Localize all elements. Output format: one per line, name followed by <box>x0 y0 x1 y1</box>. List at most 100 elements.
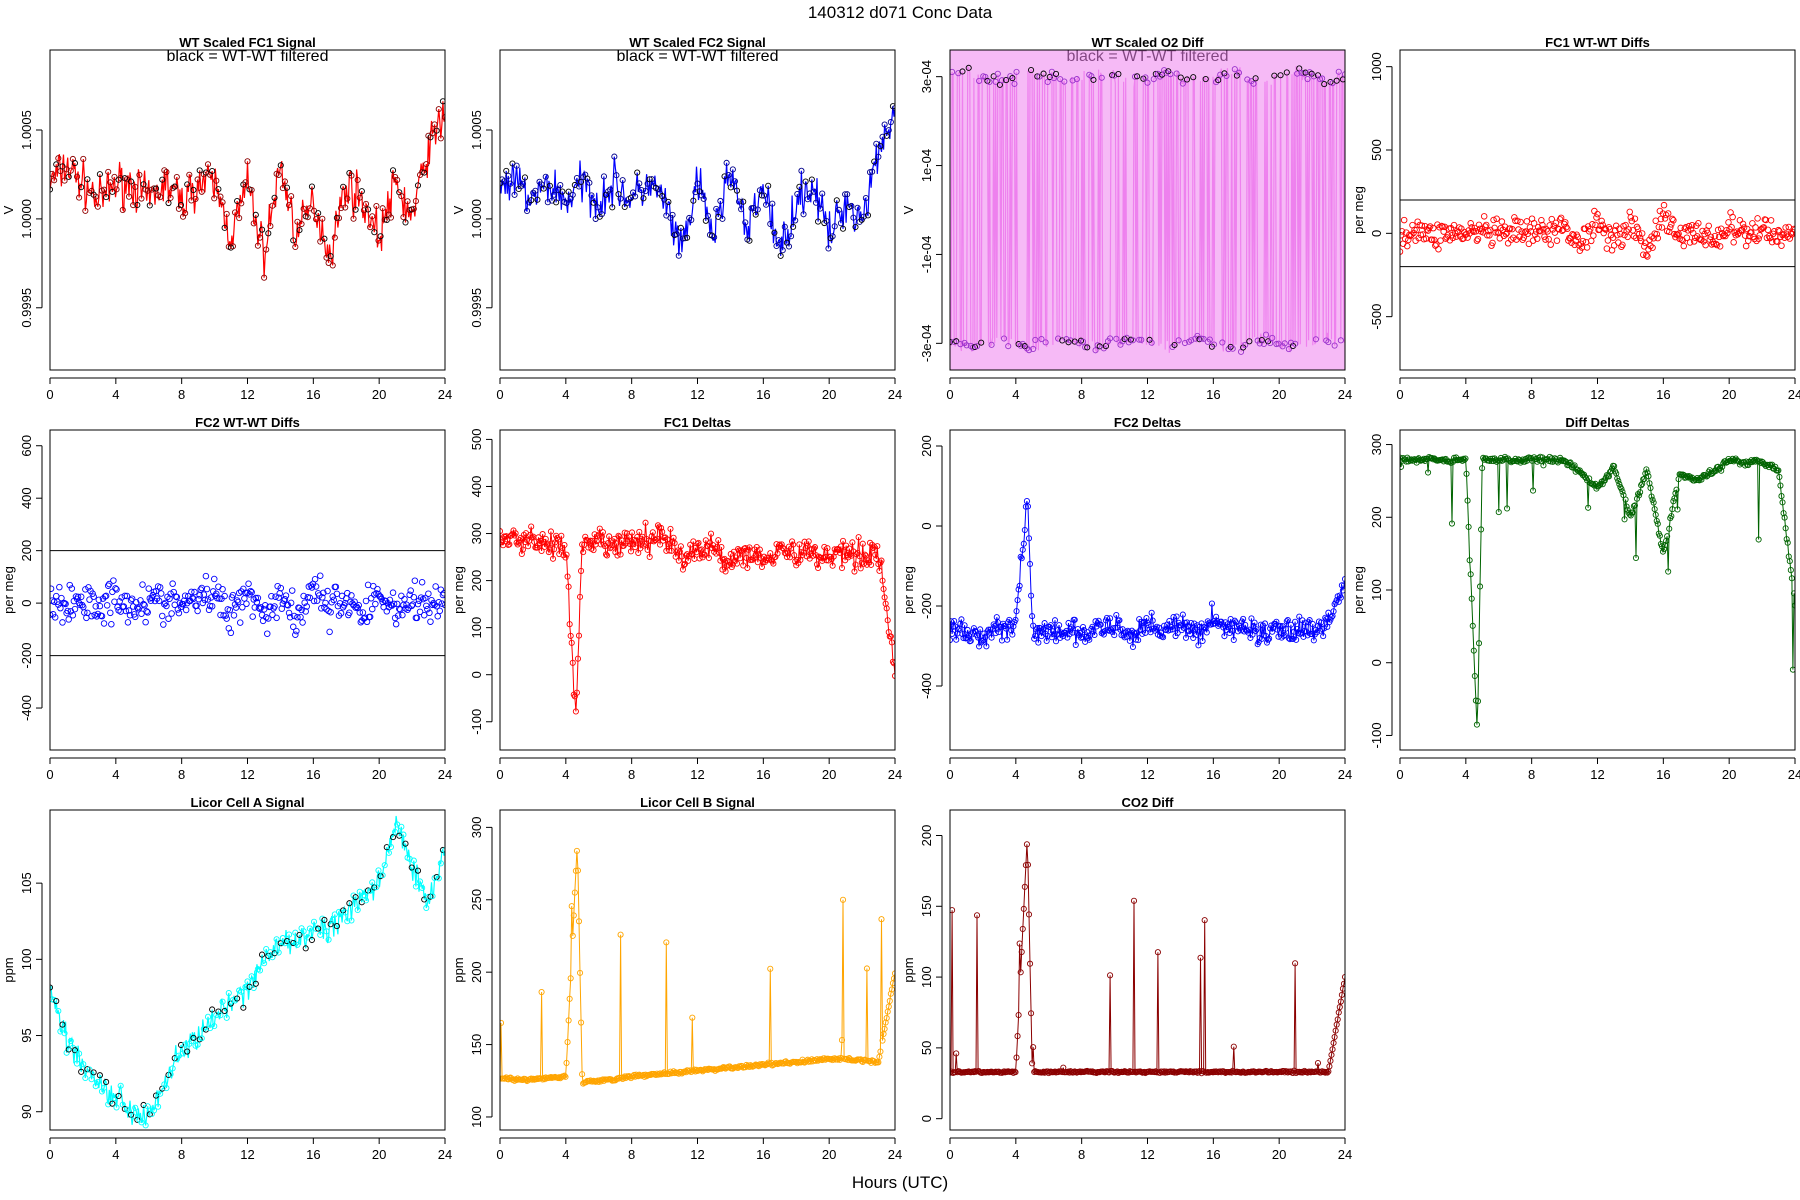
data-point <box>1145 622 1152 629</box>
data-point <box>1786 558 1793 565</box>
data-point <box>254 242 261 249</box>
data-point <box>1135 637 1142 644</box>
data-point <box>408 864 415 871</box>
data-point <box>1190 634 1197 642</box>
data-point <box>369 879 376 886</box>
y-tick-label: 100 <box>469 1106 484 1128</box>
data-point <box>204 1013 212 1020</box>
data-point <box>352 894 359 901</box>
data-point <box>964 626 971 634</box>
data-point <box>1521 229 1528 236</box>
data-point <box>1702 241 1709 249</box>
data-point <box>1059 337 1066 344</box>
data-point <box>399 611 406 619</box>
data-point <box>155 597 163 605</box>
data-point <box>1242 341 1249 348</box>
data-point <box>203 585 211 593</box>
data-point <box>558 532 565 539</box>
data-point <box>368 605 376 613</box>
data-point <box>518 550 525 558</box>
plot-frame <box>499 49 896 371</box>
data-point <box>1419 231 1427 238</box>
x-tick-label: 0 <box>946 767 953 782</box>
data-point <box>1174 629 1181 637</box>
data-point <box>662 1070 669 1077</box>
data-point <box>367 595 375 602</box>
data-point <box>506 541 513 548</box>
data-point <box>1413 226 1420 234</box>
data-point <box>1719 463 1726 470</box>
data-point <box>159 176 166 183</box>
data-point <box>1025 911 1033 918</box>
data-point <box>213 177 220 184</box>
data-point <box>1569 230 1576 238</box>
data-point <box>1662 542 1669 549</box>
data-point <box>1622 496 1629 503</box>
data-point <box>1495 509 1502 516</box>
data-point <box>1306 617 1313 624</box>
data-point <box>1509 225 1516 233</box>
data-point <box>875 153 882 160</box>
y-tick-label: -1e-04 <box>919 236 934 274</box>
data-point <box>849 539 856 546</box>
panel-title: FC1 WT-WT Diffs <box>1545 35 1650 50</box>
data-point <box>1232 619 1239 626</box>
data-point <box>130 1113 137 1120</box>
data-point <box>1281 340 1288 347</box>
data-point <box>1107 972 1114 979</box>
data-point <box>1467 220 1474 227</box>
series-diff-deltas <box>1400 453 1795 728</box>
data-point <box>505 172 512 179</box>
data-point <box>329 262 336 269</box>
data-point <box>1736 217 1744 224</box>
data-point <box>1013 1054 1020 1061</box>
data-point <box>1450 221 1458 229</box>
data-point <box>868 561 875 568</box>
data-point <box>1400 228 1406 235</box>
panel-title: WT Scaled FC2 Signal <box>629 35 766 50</box>
data-point <box>1025 535 1033 542</box>
x-tick-label: 16 <box>1206 1147 1220 1162</box>
x-tick-label: 4 <box>112 387 119 402</box>
data-point <box>721 173 728 180</box>
data-point <box>578 567 585 574</box>
data-point <box>69 612 77 619</box>
data-point <box>1119 626 1126 633</box>
x-tick-label: 4 <box>562 767 569 782</box>
data-point <box>540 185 547 192</box>
data-point <box>1418 222 1426 229</box>
data-point <box>1475 221 1483 229</box>
data-point <box>205 606 213 614</box>
data-point <box>628 529 636 536</box>
data-point <box>142 1122 149 1129</box>
data-point <box>238 988 245 995</box>
data-point <box>1107 615 1114 622</box>
data-point <box>1304 632 1311 639</box>
data-point <box>1618 485 1625 492</box>
data-point <box>881 1025 888 1032</box>
data-point <box>1009 75 1016 82</box>
data-point <box>192 195 199 203</box>
data-point <box>1322 1069 1329 1076</box>
plot-frame <box>49 809 446 1131</box>
data-point <box>1103 614 1111 621</box>
data-point <box>310 597 318 605</box>
data-point <box>177 1041 185 1049</box>
data-point <box>950 68 956 75</box>
data-point <box>1324 1069 1331 1076</box>
data-point <box>534 196 541 203</box>
data-point <box>350 215 357 222</box>
data-point <box>1540 226 1547 233</box>
x-tick-label: 16 <box>306 767 320 782</box>
data-point <box>1102 343 1109 350</box>
data-point <box>191 588 198 596</box>
data-point <box>1253 626 1260 633</box>
data-point <box>1142 74 1149 81</box>
data-point <box>244 589 251 597</box>
data-point <box>1327 1057 1334 1064</box>
data-point <box>434 612 441 620</box>
data-point <box>57 604 64 612</box>
data-point <box>437 586 445 593</box>
